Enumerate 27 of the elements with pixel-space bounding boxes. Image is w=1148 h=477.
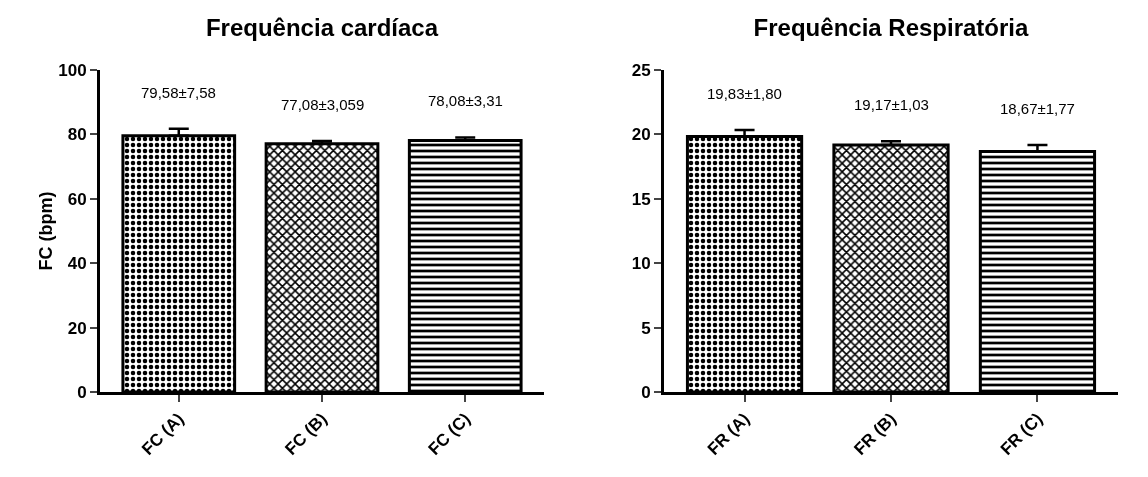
y-tick-label: 0	[77, 382, 87, 402]
y-tick-label: 100	[58, 60, 87, 80]
x-tick-label: FC (B)	[281, 409, 331, 459]
x-tick-label: FC (A)	[138, 409, 188, 459]
x-tick-label: FC (C)	[424, 409, 475, 459]
y-tick-label: 10	[631, 254, 651, 274]
y-tick-label: 80	[67, 125, 87, 145]
chart-title: Frequência Respiratória	[753, 13, 1030, 41]
data-label: 19,83±1,80	[707, 85, 782, 102]
y-tick-label: 15	[631, 189, 651, 209]
y-tick-label: 40	[67, 254, 87, 274]
y-tick-label: 20	[67, 318, 87, 338]
y-tick-label: 60	[67, 189, 87, 209]
chart-title: Frequência cardíaca	[205, 13, 439, 41]
x-tick-label: FR (B)	[850, 409, 900, 459]
y-tick-label: 0	[641, 382, 651, 402]
x-tick-label: FR (C)	[996, 409, 1047, 459]
x-tick-label: FR (A)	[703, 409, 754, 459]
y-tick-label: 20	[631, 125, 651, 145]
data-label: 18,67±1,77	[1000, 100, 1075, 117]
y-tick-label: 25	[631, 60, 651, 80]
y-axis-title: FC (bpm)	[36, 191, 56, 271]
data-label: 79,58±7,58	[141, 84, 216, 101]
data-label: 78,08±3,31	[428, 92, 503, 109]
data-label: 77,08±3,059	[281, 96, 365, 113]
data-label: 19,17±1,03	[854, 96, 929, 113]
y-tick-label: 5	[641, 318, 651, 338]
